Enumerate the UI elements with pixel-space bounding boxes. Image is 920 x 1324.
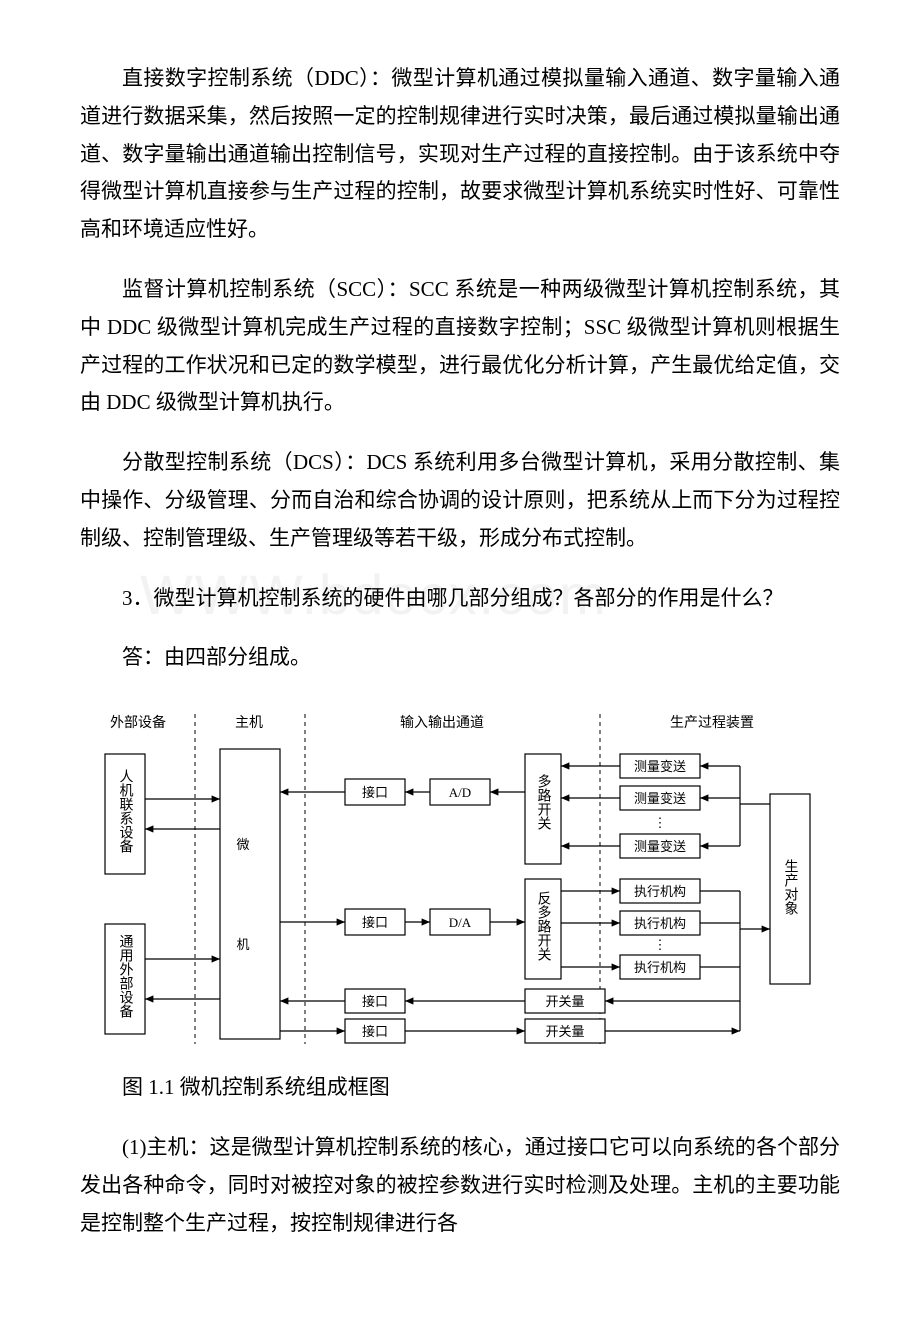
box-act2: 执行机构 — [634, 916, 686, 931]
box-demux: 反多路开关 — [536, 891, 552, 961]
box-if3: 接口 — [362, 994, 388, 1009]
box-plant: 生产对象 — [783, 859, 799, 915]
dots-2: ⋮ — [654, 937, 667, 952]
box-act1: 执行机构 — [634, 884, 686, 899]
box-if4: 接口 — [362, 1024, 388, 1039]
watermark-region: WWW.bdocx.com 3．微型计算机控制系统的硬件由哪几部分组成？各部分的… — [80, 580, 840, 618]
box-meas2: 测量变送 — [634, 791, 686, 806]
box-micro-top: 微 — [236, 837, 249, 852]
box-if1: 接口 — [362, 785, 388, 800]
header-col1: 外部设备 — [110, 714, 166, 731]
box-sw1: 开关量 — [545, 994, 584, 1009]
box-meas3: 测量变送 — [634, 839, 686, 854]
question-3: 3．微型计算机控制系统的硬件由哪几部分组成？各部分的作用是什么？ — [80, 580, 840, 618]
box-if2: 接口 — [362, 915, 388, 930]
box-ad: A/D — [449, 785, 471, 800]
header-col3: 输入输出通道 — [400, 715, 484, 731]
box-sw2: 开关量 — [545, 1024, 584, 1039]
paragraph-host: (1)主机：这是微型计算机控制系统的核心，通过接口它可以向系统的各个部分发出各种… — [80, 1129, 840, 1242]
box-mux: 多路开关 — [536, 773, 552, 830]
box-hmi: 人机联系设备 — [118, 769, 134, 853]
box-da: D/A — [449, 915, 472, 930]
header-col4: 生产过程装置 — [670, 715, 754, 731]
paragraph-scc: 监督计算机控制系统（SCC）：SCC 系统是一种两级微型计算机控制系统，其中 D… — [80, 271, 840, 422]
box-meas1: 测量变送 — [634, 759, 686, 774]
box-act3: 执行机构 — [634, 960, 686, 975]
system-diagram: 外部设备 主机 输入输出通道 生产过程装置 人机联系设备 通用外部设备 微 机 … — [80, 699, 840, 1059]
header-col2: 主机 — [235, 715, 263, 731]
box-micro-bot: 机 — [236, 937, 249, 952]
box-periph: 通用外部设备 — [118, 934, 134, 1018]
paragraph-dcs: 分散型控制系统（DCS）：DCS 系统利用多台微型计算机，采用分散控制、集中操作… — [80, 444, 840, 557]
paragraph-ddc: 直接数字控制系统（DDC）：微型计算机通过模拟量输入通道、数字量输入通道进行数据… — [80, 60, 840, 249]
figure-caption: 图 1.1 微机控制系统组成框图 — [80, 1069, 840, 1107]
dots-1: ⋮ — [654, 815, 667, 830]
answer-intro: 答：由四部分组成。 — [80, 639, 840, 677]
